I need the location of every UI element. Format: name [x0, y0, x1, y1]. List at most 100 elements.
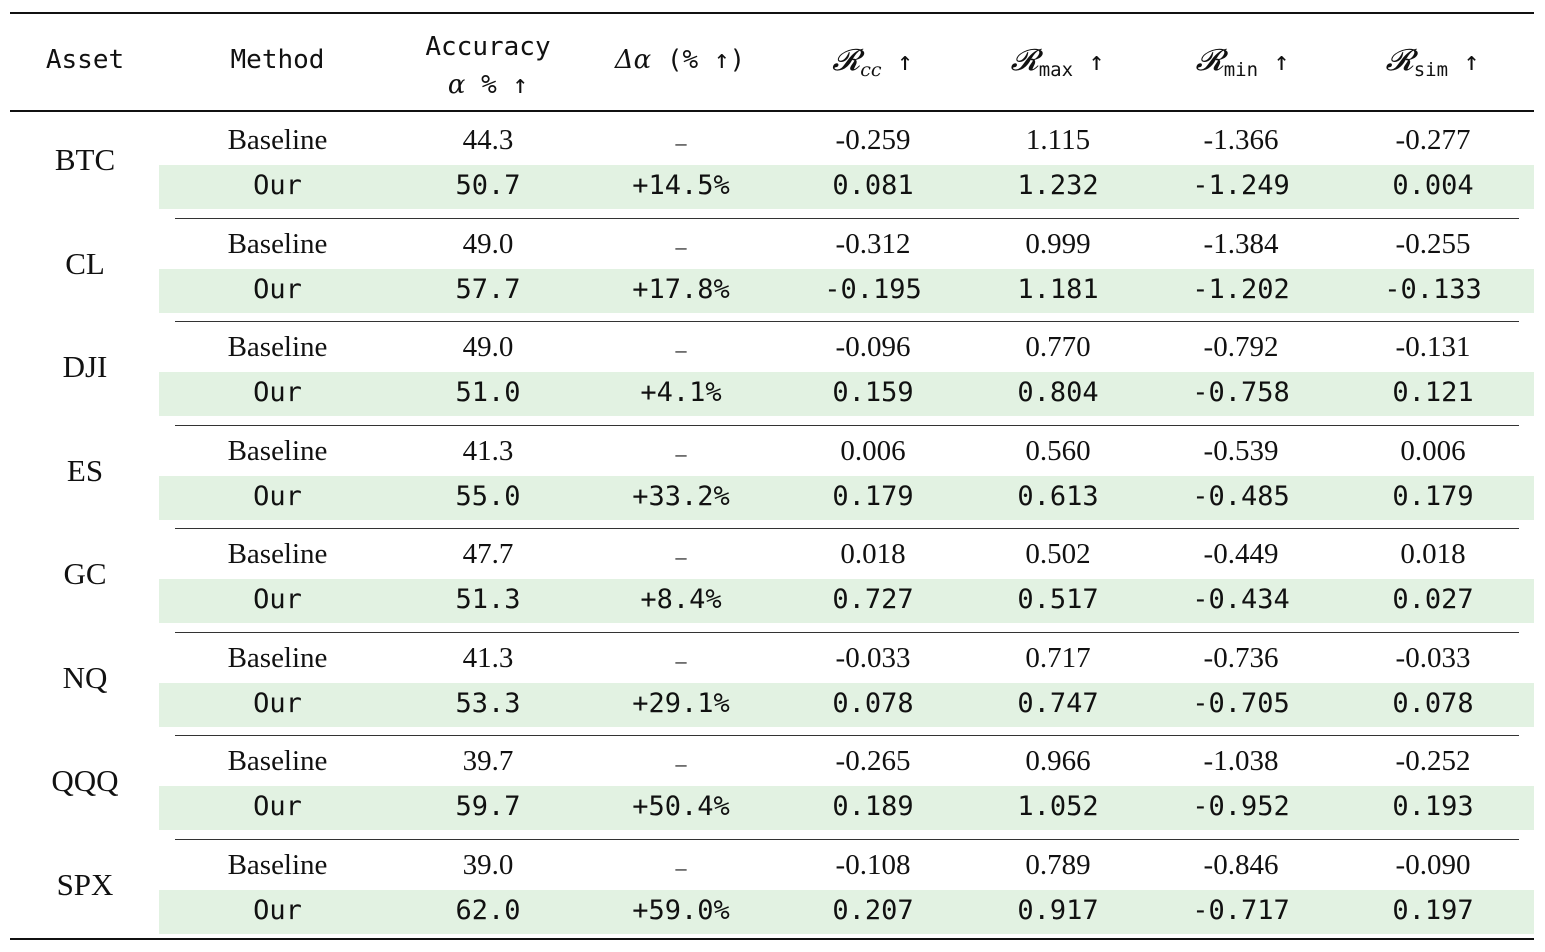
our-rsim-cell: 0.078 [1392, 687, 1474, 719]
baseline-rmax-cell: 0.789 [1025, 848, 1091, 881]
header-rsim-symbol: 𝓡 [1385, 43, 1414, 78]
our-rmax-cell: 0.517 [1017, 584, 1099, 615]
our-rmin-cell: -1.249 [1192, 170, 1290, 201]
group-divider [175, 838, 1519, 840]
our-rsim-cell: -0.133 [1384, 273, 1482, 305]
baseline-rcc-cell: -0.096 [835, 331, 911, 363]
asset-label: BTC [54, 142, 116, 177]
asset-label: NQ [62, 659, 108, 695]
baseline-rmax-cell: 0.717 [1025, 641, 1091, 674]
header-accuracy-unit: % ↑ [465, 70, 529, 100]
method-our: Our [253, 170, 302, 201]
our-delta-cell: +4.1% [640, 377, 722, 408]
method-our: Our [253, 687, 302, 719]
header-rcc: 𝓡cc ↑ [790, 43, 955, 81]
header-accuracy-line2: α % ↑ [390, 66, 586, 104]
our-acc-cell: 51.0 [455, 377, 521, 408]
baseline-delta-cell: – [675, 647, 687, 673]
our-rcc-cell: -0.195 [824, 273, 922, 305]
header-accuracy-alpha: α [447, 70, 466, 100]
asset-label: SPX [56, 866, 114, 902]
baseline-rmax-cell: 1.115 [1025, 124, 1091, 156]
our-row-highlight [159, 268, 1534, 313]
our-rcc-cell: 0.078 [832, 687, 914, 719]
baseline-rsim-cell: -0.277 [1395, 124, 1471, 156]
baseline-rsim-cell: 0.018 [1400, 538, 1466, 570]
header-rmax-sub: max [1038, 59, 1074, 81]
our-rcc-cell: 0.159 [832, 377, 914, 408]
baseline-rcc-cell: -0.312 [835, 227, 911, 260]
header-rmin-sub: min [1223, 59, 1259, 81]
baseline-rmax-cell: 0.999 [1025, 227, 1091, 260]
baseline-delta-cell: – [675, 440, 687, 466]
our-rmin-cell: -0.485 [1192, 480, 1290, 512]
group-divider [175, 528, 1519, 529]
baseline-rcc-cell: 0.006 [840, 434, 906, 467]
baseline-rmax-cell: 0.502 [1025, 538, 1091, 570]
our-rsim-cell: 0.027 [1392, 584, 1474, 615]
our-delta-cell: +17.8% [632, 273, 730, 305]
asset-label: GC [63, 556, 107, 591]
header-delta-symbol: Δ [614, 45, 634, 75]
asset-label: DJI [62, 349, 108, 384]
our-acc-cell: 53.3 [455, 687, 521, 719]
header-method: Method [230, 45, 325, 75]
header-rmin-symbol: 𝓡 [1195, 43, 1224, 78]
baseline-rsim-cell: -0.252 [1395, 745, 1471, 777]
group-divider [175, 321, 1519, 322]
baseline-acc-cell: 49.0 [462, 331, 514, 363]
our-delta-cell: +14.5% [632, 170, 730, 201]
asset-label: QQQ [51, 763, 119, 798]
our-rsim-cell: 0.179 [1392, 480, 1474, 512]
our-rmax-cell: 0.747 [1017, 687, 1099, 719]
baseline-rsim-cell: -0.033 [1395, 641, 1471, 674]
baseline-rmin-cell: -0.792 [1203, 331, 1279, 363]
our-rmin-cell: -1.202 [1192, 273, 1290, 305]
method-baseline: Baseline [227, 227, 328, 260]
our-rcc-cell: 0.179 [832, 480, 914, 512]
our-row-highlight [159, 372, 1534, 416]
our-acc-cell: 50.7 [455, 170, 521, 201]
our-row-highlight [159, 475, 1534, 520]
baseline-rcc-cell: -0.108 [835, 848, 911, 881]
header-rmax-arrow: ↑ [1073, 47, 1105, 77]
baseline-acc-cell: 39.0 [462, 848, 514, 881]
our-row-highlight [159, 165, 1534, 209]
baseline-acc-cell: 41.3 [462, 434, 514, 467]
our-delta-cell: +29.1% [632, 687, 730, 719]
our-acc-cell: 62.0 [455, 894, 521, 926]
baseline-delta-cell: – [675, 130, 687, 155]
header-rcc-symbol: 𝓡 [832, 43, 861, 78]
header-rmax-symbol: 𝓡 [1010, 43, 1039, 78]
baseline-rcc-cell: -0.259 [835, 124, 911, 156]
baseline-acc-cell: 44.3 [462, 124, 514, 156]
header-rsim-sub: sim [1413, 59, 1449, 81]
header-delta-unit: (% ↑) [651, 45, 746, 75]
header-rule [10, 110, 1534, 112]
method-baseline: Baseline [227, 745, 328, 777]
our-rmin-cell: -0.717 [1192, 894, 1290, 926]
method-baseline: Baseline [227, 538, 328, 570]
method-our: Our [253, 377, 302, 408]
our-rmax-cell: 0.613 [1017, 480, 1099, 512]
baseline-rmin-cell: -0.736 [1203, 641, 1279, 674]
baseline-rmin-cell: -0.846 [1203, 848, 1279, 881]
our-rsim-cell: 0.197 [1392, 894, 1474, 926]
header-delta-alpha-symbol: α [633, 45, 652, 75]
our-rcc-cell: 0.207 [832, 894, 914, 926]
method-our: Our [253, 791, 302, 822]
baseline-rmax-cell: 0.770 [1025, 331, 1091, 363]
our-delta-cell: +8.4% [640, 584, 722, 615]
baseline-delta-cell: – [675, 337, 687, 362]
our-rmax-cell: 0.804 [1017, 377, 1099, 408]
baseline-acc-cell: 49.0 [462, 227, 514, 260]
our-delta-cell: +50.4% [632, 791, 730, 822]
baseline-rsim-cell: 0.006 [1400, 434, 1466, 467]
method-baseline: Baseline [227, 331, 328, 363]
our-rmax-cell: 0.917 [1017, 894, 1099, 926]
baseline-delta-cell: – [675, 544, 687, 569]
method-baseline: Baseline [227, 434, 328, 467]
group-divider [175, 631, 1519, 633]
asset-label: ES [66, 452, 104, 488]
